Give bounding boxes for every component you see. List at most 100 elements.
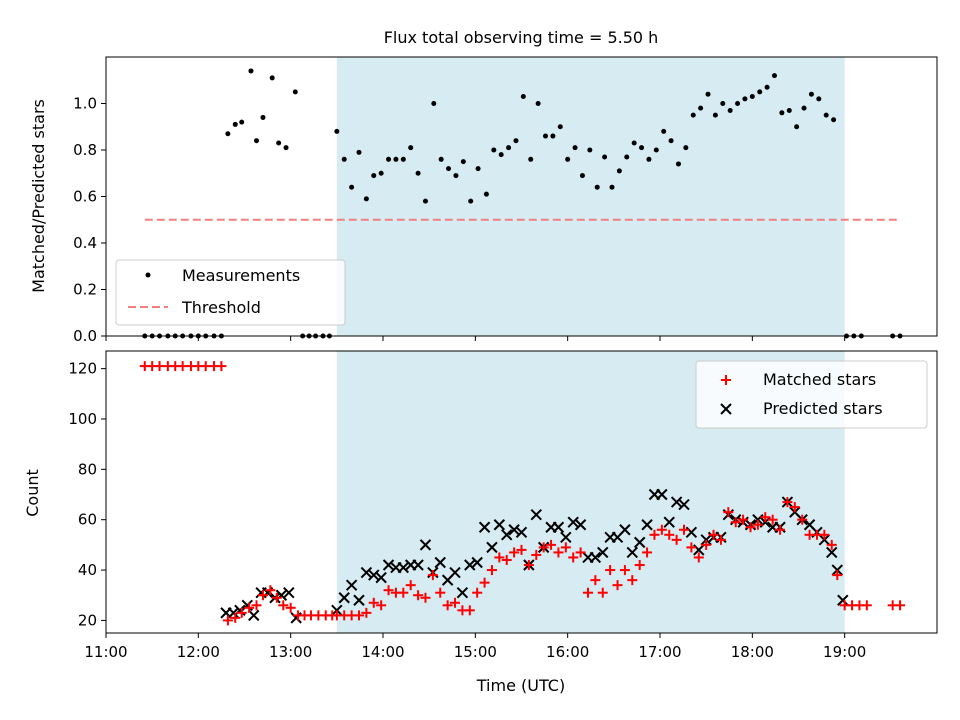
predicted-point <box>478 521 491 533</box>
chart-title: Flux total observing time = 5.50 h <box>384 28 659 47</box>
measurement-point <box>661 128 667 134</box>
matched-point <box>560 542 571 553</box>
measurement-point <box>393 156 399 162</box>
x-tick-label: 19:00 <box>823 643 866 661</box>
measurement-point <box>831 117 837 123</box>
measurement-point <box>254 138 260 144</box>
matched-point <box>368 597 379 608</box>
measurement-point <box>616 168 622 174</box>
measurement-point <box>565 156 571 162</box>
matched-point <box>265 585 276 596</box>
measurement-point <box>349 184 355 190</box>
measurement-point <box>720 101 726 106</box>
y-tick-label: 0.8 <box>73 141 97 159</box>
predicted-point <box>619 524 631 536</box>
matched-point <box>627 575 638 586</box>
measurement-point <box>283 145 289 151</box>
matched-point <box>723 507 734 518</box>
predicted-point <box>501 529 513 541</box>
matched-point <box>649 529 660 540</box>
predicted-point <box>818 534 831 546</box>
predicted-point <box>283 587 295 599</box>
measurement-point <box>248 68 254 74</box>
measurement-point <box>483 191 489 197</box>
y-tick-label: 0.6 <box>73 188 97 206</box>
measurement-point <box>498 152 504 158</box>
measurement-point <box>771 73 777 79</box>
matched-point <box>693 552 704 563</box>
measurement-point <box>341 156 347 162</box>
measurement-point <box>408 145 414 151</box>
measurement-point <box>520 94 526 100</box>
matched-point <box>472 587 483 598</box>
matched-point <box>782 497 793 508</box>
predicted-point <box>412 559 424 571</box>
matched-point <box>671 534 682 545</box>
matched-point <box>832 570 843 581</box>
legend-measurements-label: Measurements <box>182 266 300 285</box>
y-tick-label: 0.4 <box>73 234 97 252</box>
predicted-point <box>597 546 609 559</box>
matched-point <box>895 600 906 611</box>
predicted-point <box>530 508 542 521</box>
matched-point <box>383 585 394 596</box>
predicted-point <box>486 541 498 554</box>
matched-point <box>745 522 756 533</box>
measurement-point <box>742 96 748 102</box>
measurement-point <box>386 156 392 162</box>
matched-point <box>826 539 837 550</box>
measurement-point <box>415 170 421 176</box>
measurement-point <box>528 156 534 162</box>
measurement-point <box>594 184 600 190</box>
predicted-point <box>633 536 646 549</box>
predicted-point <box>471 556 483 569</box>
predicted-point <box>338 592 350 604</box>
measurement-point <box>557 124 563 130</box>
measurement-point <box>475 166 481 172</box>
matched-point <box>575 547 586 558</box>
matched-point <box>271 592 282 603</box>
matched-point <box>752 519 763 530</box>
matched-point <box>244 602 255 613</box>
matched-point <box>479 577 490 588</box>
matched-point <box>738 514 749 525</box>
legend-matched-label: Matched stars <box>763 370 876 389</box>
matched-point <box>222 615 233 626</box>
measurement-point <box>786 107 792 113</box>
measurement-point <box>808 91 814 97</box>
predicted-point <box>515 526 528 538</box>
matched-point <box>686 542 697 553</box>
measurement-point <box>438 156 444 162</box>
x-tick-label: 11:00 <box>84 643 127 661</box>
measurement-point <box>460 159 466 165</box>
measurement-point <box>446 166 452 172</box>
measurement-point <box>764 84 770 90</box>
matched-point <box>257 590 268 601</box>
predicted-point <box>434 556 446 569</box>
x-tick-label: 17:00 <box>638 643 681 661</box>
measurement-point <box>683 145 689 151</box>
matched-point <box>861 600 872 611</box>
predicted-point <box>419 539 432 551</box>
matched-point <box>285 602 296 613</box>
measurement-point <box>705 91 711 97</box>
matched-point <box>597 587 608 598</box>
measurement-point <box>653 147 659 153</box>
measurement-point <box>668 138 674 144</box>
measurement-point <box>363 196 369 202</box>
measurement-point <box>609 184 615 190</box>
y-tick-label: 40 <box>78 561 97 579</box>
measurement-point <box>543 133 549 139</box>
predicted-point <box>331 604 343 617</box>
predicted-point <box>368 569 380 581</box>
predicted-point <box>656 488 668 501</box>
matched-point <box>230 612 241 623</box>
y-tick-label: 0.2 <box>73 281 97 299</box>
measurement-point <box>749 94 755 100</box>
measurement-point <box>639 145 645 151</box>
matched-point <box>634 560 645 571</box>
measurement-point <box>727 107 733 113</box>
matched-point <box>464 605 475 616</box>
matched-point <box>553 547 564 558</box>
